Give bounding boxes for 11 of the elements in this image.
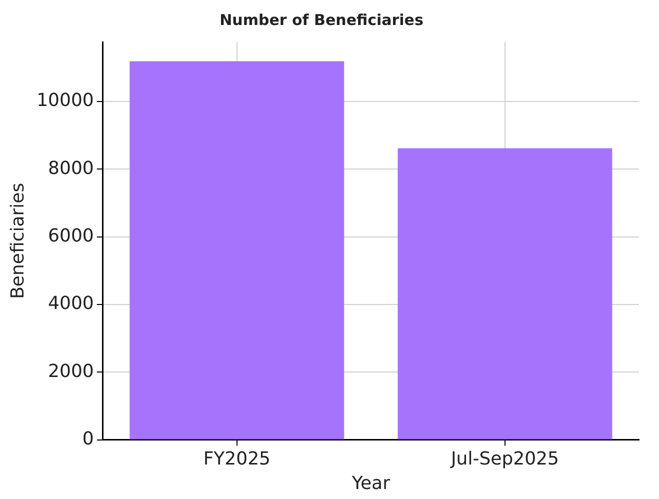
chart-title: Number of Beneficiaries <box>220 10 424 29</box>
y-tick-label: 2000 <box>48 360 94 382</box>
y-tick-label: 4000 <box>48 293 94 314</box>
x-tick-label: FY2025 <box>203 448 270 470</box>
y-tick-label: 6000 <box>48 226 94 247</box>
y-tick-label: 10000 <box>36 90 94 112</box>
x-axis-title: Year <box>350 472 391 494</box>
y-axis-title: Beneficiaries <box>7 182 28 299</box>
y-tick-label: 0 <box>82 428 94 450</box>
x-tick-label: Jul-Sep2025 <box>450 448 559 470</box>
y-tick-label: 8000 <box>48 158 94 179</box>
